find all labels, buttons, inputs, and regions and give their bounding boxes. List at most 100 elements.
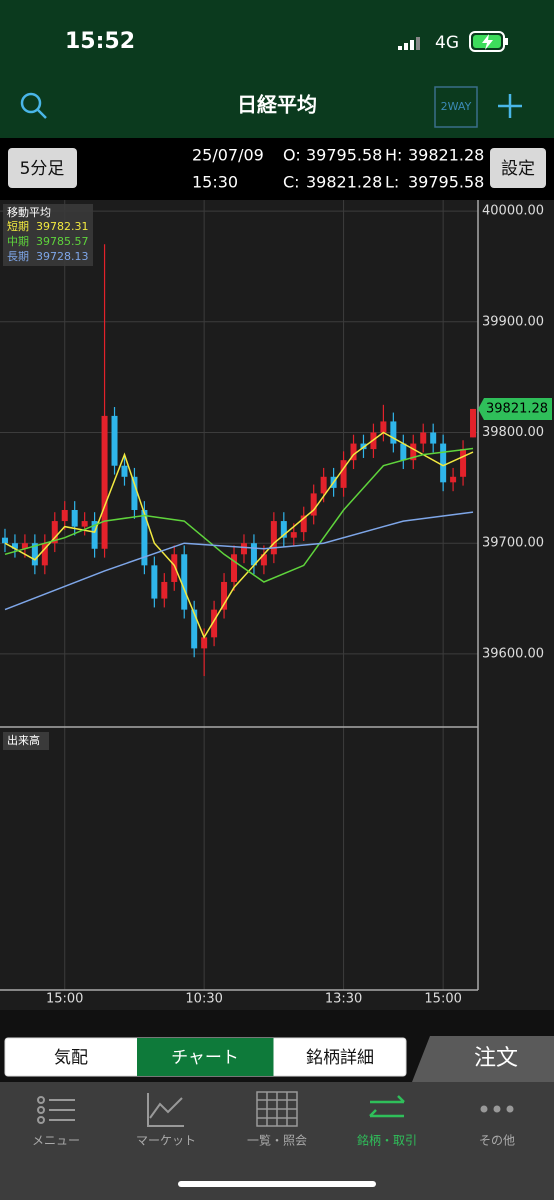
candle-body <box>51 521 58 544</box>
settings-label: 設定 <box>501 159 535 179</box>
candle-body <box>310 493 317 516</box>
legend-name: 中期 <box>7 235 29 248</box>
legend-value: 39728.13 <box>36 250 89 263</box>
candle-body <box>280 521 287 538</box>
clock: 15:52 <box>65 29 135 54</box>
y-tick-label: 39700.00 <box>482 536 544 551</box>
time: 15:30 <box>192 173 238 192</box>
x-tick-label: 10:30 <box>185 992 222 1007</box>
legend-value: 39785.57 <box>36 235 89 248</box>
date: 25/07/09 <box>192 146 264 165</box>
candle-body <box>61 510 68 522</box>
nav-item[interactable]: マーケット <box>136 1134 196 1148</box>
low-label: L: <box>385 173 399 192</box>
candle-body <box>410 443 417 461</box>
add-button[interactable] <box>498 94 522 118</box>
close-label: C: <box>283 173 300 192</box>
settings-button[interactable] <box>490 148 546 188</box>
y-tick-label: 39600.00 <box>482 646 544 661</box>
candle-body <box>161 581 168 599</box>
search-button[interactable] <box>20 92 47 119</box>
volume-label-box <box>3 732 49 750</box>
candle-body <box>240 543 247 555</box>
candle-body <box>141 510 148 566</box>
twoway-label: 2WAY <box>441 100 472 113</box>
candle-body <box>380 421 387 433</box>
y-tick-label: 39800.00 <box>482 425 544 440</box>
candle-body <box>21 543 28 549</box>
nav-item[interactable]: 一覧・照会 <box>247 1134 307 1148</box>
legend-name: 長期 <box>7 250 29 263</box>
candle-body <box>260 554 267 566</box>
x-tick-label: 13:30 <box>325 992 362 1007</box>
moving-average-line <box>4 447 474 583</box>
candle-body <box>71 510 78 527</box>
candle-body <box>81 521 88 527</box>
candle-body <box>390 421 397 444</box>
network: 4G <box>435 33 459 53</box>
more-icon <box>480 1105 514 1113</box>
trade-icon <box>369 1095 405 1118</box>
legend-title: 移動平均 <box>7 205 51 219</box>
home-indicator <box>178 1181 376 1187</box>
signal <box>398 37 420 50</box>
app-bar <box>0 0 554 138</box>
nav-item[interactable]: その他 <box>479 1134 515 1148</box>
candle-body <box>131 476 138 510</box>
candle-body <box>231 554 238 582</box>
tab[interactable]: 銘柄詳細 <box>306 1048 374 1068</box>
candle-body <box>121 465 128 477</box>
info-bar <box>0 138 554 200</box>
candle-body <box>400 443 407 461</box>
last-price-tag <box>478 397 552 420</box>
high-label: H: <box>385 146 402 165</box>
twoway-button[interactable] <box>434 86 478 128</box>
y-tick-label: 40000.00 <box>482 204 544 219</box>
candle-body <box>181 554 188 610</box>
candle-body <box>41 543 48 566</box>
candle-body <box>211 609 218 638</box>
tab-selected <box>137 1038 273 1076</box>
candle-body <box>340 460 347 488</box>
interval-button[interactable] <box>8 148 77 188</box>
battery <box>469 31 508 52</box>
x-tick-label: 15:00 <box>46 992 83 1007</box>
candle-body <box>300 515 307 533</box>
order-tab[interactable] <box>412 1036 554 1082</box>
candle-body <box>430 432 437 444</box>
nav-item[interactable]: 銘柄・取引 <box>357 1133 417 1148</box>
candle-body <box>221 581 228 610</box>
candle-body <box>320 476 327 494</box>
legend-box <box>3 204 93 266</box>
candle-body <box>101 415 108 549</box>
nav-item[interactable]: メニュー <box>32 1134 80 1148</box>
candle-body <box>440 443 447 483</box>
open-value: 39795.58 <box>306 146 382 165</box>
candle-body <box>191 609 198 649</box>
last-price-label: 39821.28 <box>486 401 548 416</box>
candle-body <box>370 432 377 450</box>
candle-body <box>470 408 477 438</box>
candle-body <box>250 543 257 566</box>
moving-average-line <box>4 431 474 639</box>
tab[interactable]: チャート <box>171 1048 239 1068</box>
candle-body <box>201 637 208 649</box>
candle-body <box>11 543 18 549</box>
page-title: 日経平均 <box>237 93 317 117</box>
list-icon <box>256 1091 298 1127</box>
chart-area <box>0 200 554 1010</box>
volume-label: 出来高 <box>7 733 40 747</box>
candle-body <box>420 432 427 444</box>
order-label: 注文 <box>474 1046 518 1071</box>
moving-average-line <box>4 511 474 611</box>
tab[interactable]: 気配 <box>54 1048 88 1068</box>
candle-body <box>91 521 98 549</box>
low-value: 39795.58 <box>408 173 484 192</box>
x-tick-label: 15:00 <box>424 992 461 1007</box>
candle-body <box>270 521 277 555</box>
close-value: 39821.28 <box>306 173 382 192</box>
candle-body <box>1 537 8 544</box>
y-tick-label: 39900.00 <box>482 314 544 329</box>
candle-body <box>31 543 38 566</box>
